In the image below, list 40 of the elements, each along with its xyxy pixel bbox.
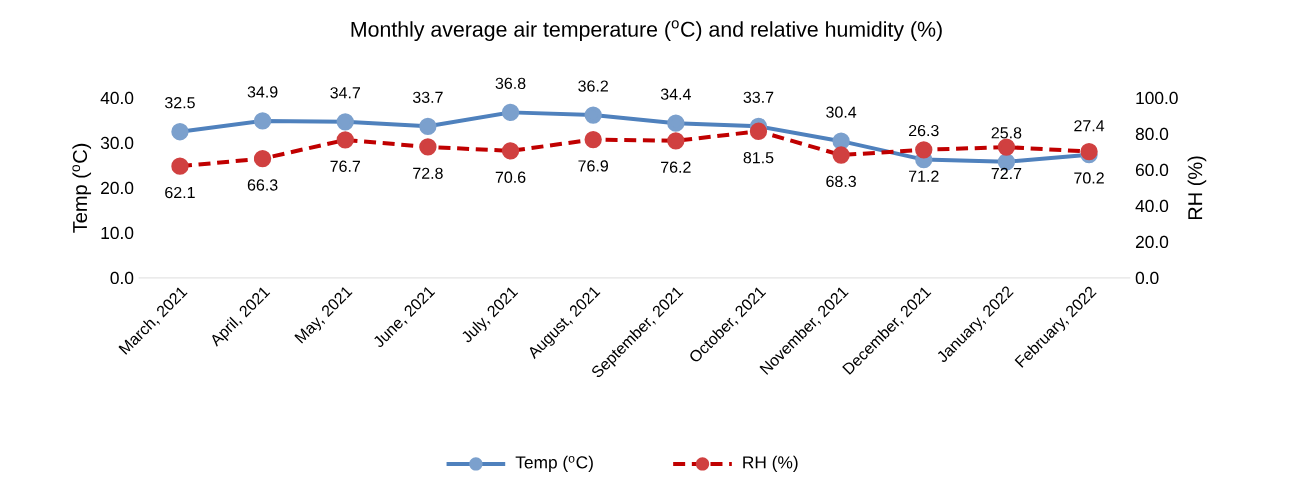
data-label: 33.7 bbox=[412, 91, 443, 103]
data-label: 36.8 bbox=[495, 77, 526, 90]
data-label: 32.5 bbox=[165, 97, 195, 109]
data-label: 34.7 bbox=[330, 87, 361, 99]
data-label: 71.2 bbox=[909, 170, 939, 182]
y2-axis-title: RH (%) bbox=[1187, 156, 1207, 220]
y-tick-label: 10.0 bbox=[101, 226, 134, 240]
data-label: 62.1 bbox=[165, 186, 195, 199]
data-label: 76.9 bbox=[578, 160, 608, 172]
y2-tick-label: 20.0 bbox=[1135, 235, 1169, 249]
data-label: 72.8 bbox=[413, 167, 443, 180]
data-label: 34.4 bbox=[660, 88, 691, 100]
data-label: 76.7 bbox=[330, 160, 361, 172]
data-label: 66.3 bbox=[247, 179, 278, 191]
y2-tick-label: 60.0 bbox=[1135, 163, 1169, 177]
data-label: 72.7 bbox=[991, 167, 1022, 180]
y2-tick-label: 40.0 bbox=[1135, 199, 1169, 213]
y-tick-label: 30.0 bbox=[100, 136, 134, 150]
y2-tick-label: 80.0 bbox=[1135, 127, 1169, 141]
y-tick-label: 40.0 bbox=[100, 91, 134, 105]
y2-tick-label: 0.0 bbox=[1135, 271, 1159, 285]
data-label: 25.8 bbox=[991, 127, 1022, 139]
legend-label: Temp ($^{o}$C) bbox=[515, 455, 593, 473]
data-label: 81.5 bbox=[743, 152, 774, 164]
y-tick-label: 20.0 bbox=[101, 181, 134, 195]
data-label: 33.7 bbox=[743, 91, 774, 103]
chart-title: Monthly average air temperature ($^{o}$C) and relative humidity (%) bbox=[351, 20, 942, 42]
data-label: 30.4 bbox=[826, 106, 857, 118]
y2-tick-label: 100.0 bbox=[1136, 91, 1178, 105]
data-label: 36.2 bbox=[578, 80, 608, 92]
data-label: 70.2 bbox=[1074, 172, 1104, 184]
data-label: 68.3 bbox=[826, 175, 856, 188]
data-label: 26.3 bbox=[908, 124, 939, 137]
y-tick-label: 0.0 bbox=[110, 271, 134, 285]
data-label: 34.9 bbox=[247, 86, 278, 98]
data-label: 70.6 bbox=[495, 171, 526, 183]
legend-label: RH (%) bbox=[743, 455, 798, 473]
y-axis-title: Temp ($^{o}$C) bbox=[72, 143, 92, 233]
data-label: 27.4 bbox=[1074, 120, 1105, 132]
data-label: 76.2 bbox=[661, 161, 691, 173]
